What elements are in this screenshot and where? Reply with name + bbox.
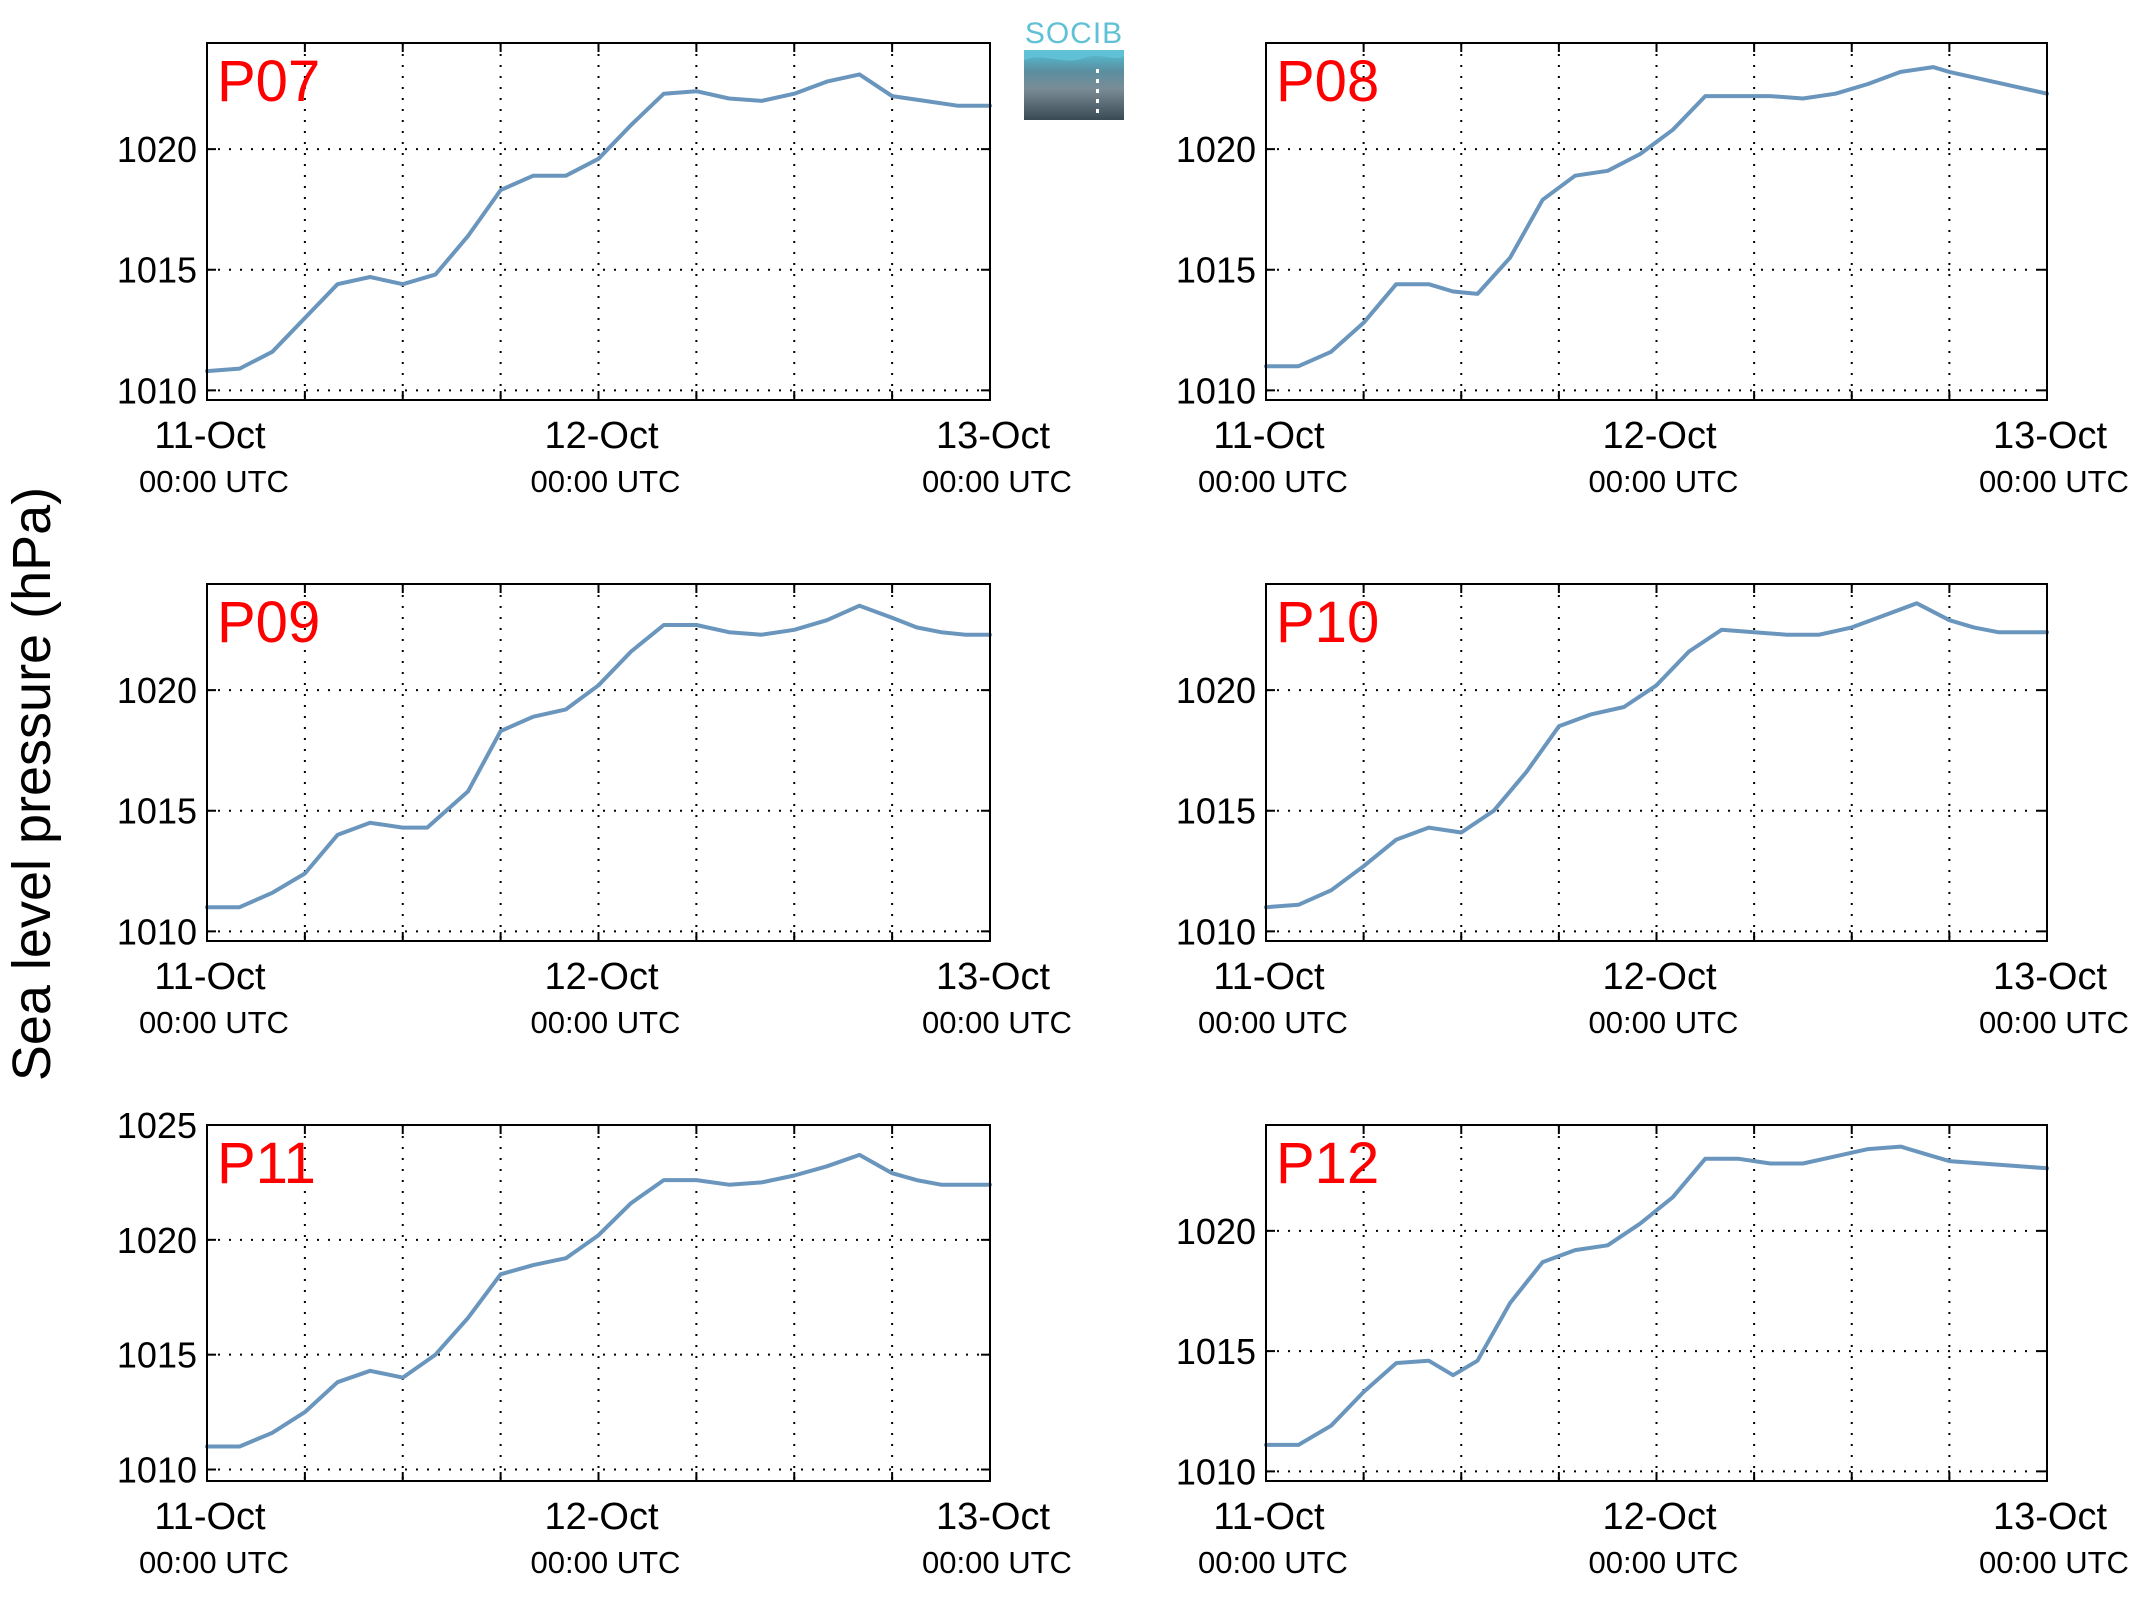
- logo-dot: [1096, 109, 1099, 113]
- panel-title: P10: [1276, 590, 1379, 655]
- logo-dot: [1096, 79, 1099, 83]
- chart-panel-p08: 1010 1015 1020 11-Oct 00:00 UTC 12-Oct 00:00 U…: [1176, 42, 2129, 499]
- y-tick-label: 1020: [1176, 129, 1256, 170]
- x-tick-label-date: 11-Oct: [154, 415, 266, 457]
- x-tick-label-date: 11-Oct: [1213, 956, 1325, 998]
- x-tick-label-date: 13-Oct: [1993, 956, 2107, 998]
- x-tick-label-time: 00:00 UTC: [1198, 1005, 1348, 1040]
- x-tick-label-date: 12-Oct: [1602, 1496, 1716, 1538]
- plot-frame: [206, 583, 991, 942]
- x-tick-label-date: 12-Oct: [544, 415, 658, 457]
- y-tick-label: 1015: [1176, 250, 1256, 291]
- panel-title: P09: [217, 590, 320, 655]
- chart-panel-p09: 1010 1015 1020 11-Oct 00:00 UTC 12-Oct 00:00 U…: [117, 583, 1072, 1040]
- chart-panel-p10: 1010 1015 1020 11-Oct 00:00 UTC 12-Oct 00:00 U…: [1176, 583, 2129, 1040]
- y-tick-label: 1020: [1176, 670, 1256, 711]
- series-line: [1264, 65, 2049, 369]
- x-tick-label-date: 12-Oct: [544, 1496, 658, 1538]
- logo-text: SOCIB: [1024, 17, 1124, 50]
- y-tick-label: 1020: [1176, 1211, 1256, 1252]
- logo-dot: [1096, 69, 1099, 73]
- plot-frame: [1265, 583, 2048, 942]
- y-tick-label: 1015: [117, 250, 197, 291]
- panel-title: P12: [1276, 1131, 1379, 1196]
- x-tick-label-time: 00:00 UTC: [1979, 1005, 2129, 1040]
- x-tick-label-time: 00:00 UTC: [531, 1545, 681, 1580]
- y-tick-label: 1010: [117, 1450, 197, 1491]
- chart-panel-p12: 1010 1015 1020 11-Oct 00:00 UTC 12-Oct 00:00 U…: [1176, 1124, 2129, 1580]
- x-tick-label-time: 00:00 UTC: [922, 1005, 1072, 1040]
- series-line: [1264, 601, 2049, 910]
- series-line: [205, 603, 992, 910]
- y-tick-label: 1015: [1176, 1331, 1256, 1372]
- plot-frame: [1265, 42, 2048, 401]
- x-tick-label-date: 11-Oct: [1213, 415, 1325, 457]
- panel-title: P11: [217, 1131, 316, 1196]
- x-tick-label-date: 13-Oct: [936, 1496, 1050, 1538]
- x-tick-label-time: 00:00 UTC: [531, 464, 681, 499]
- x-tick-label-time: 00:00 UTC: [531, 1005, 681, 1040]
- plot-frame: [206, 42, 991, 401]
- chart-panel-p11: 1010 1015 1020 1025 11-Oct 00:00 UTC 12-Oct 00:…: [117, 1105, 1072, 1580]
- x-tick-label-time: 00:00 UTC: [139, 1005, 289, 1040]
- x-tick-label-date: 13-Oct: [936, 956, 1050, 998]
- x-tick-label-date: 11-Oct: [154, 1496, 266, 1538]
- y-tick-label: 1010: [117, 370, 197, 411]
- x-tick-label-date: 12-Oct: [1602, 956, 1716, 998]
- y-tick-label: 1015: [117, 1335, 197, 1376]
- y-tick-label: 1020: [117, 1220, 197, 1261]
- series-line: [205, 72, 992, 374]
- panel-title: P08: [1276, 49, 1379, 114]
- x-tick-label-date: 13-Oct: [1993, 1496, 2107, 1538]
- y-tick-label: 1010: [1176, 1451, 1256, 1492]
- x-tick-label-date: 13-Oct: [936, 415, 1050, 457]
- y-tick-label: 1025: [117, 1105, 197, 1146]
- y-tick-label: 1020: [117, 670, 197, 711]
- x-tick-label-date: 11-Oct: [154, 956, 266, 998]
- y-axis-label: Sea level pressure (hPa): [2, 486, 62, 1082]
- x-tick-label-date: 12-Oct: [1602, 415, 1716, 457]
- x-tick-label-time: 00:00 UTC: [922, 1545, 1072, 1580]
- y-tick-label: 1015: [1176, 791, 1256, 832]
- logo-dot: [1096, 99, 1099, 103]
- x-tick-label-time: 00:00 UTC: [1979, 1545, 2129, 1580]
- series-line: [205, 1152, 992, 1449]
- y-tick-label: 1010: [1176, 370, 1256, 411]
- x-tick-label-time: 00:00 UTC: [922, 464, 1072, 499]
- y-tick-label: 1020: [117, 129, 197, 170]
- x-tick-label-time: 00:00 UTC: [1589, 1545, 1739, 1580]
- logo-dot: [1096, 89, 1099, 93]
- x-tick-label-date: 12-Oct: [544, 956, 658, 998]
- x-tick-label-time: 00:00 UTC: [1979, 464, 2129, 499]
- x-tick-label-date: 11-Oct: [1213, 1496, 1325, 1538]
- x-tick-label-date: 13-Oct: [1993, 415, 2107, 457]
- logo-wave-icon: [1024, 50, 1124, 61]
- y-tick-label: 1010: [1176, 911, 1256, 952]
- x-tick-label-time: 00:00 UTC: [1198, 464, 1348, 499]
- socib-logo: SOCIB: [1024, 17, 1124, 120]
- logo-graphic: [1024, 50, 1124, 120]
- x-tick-label-time: 00:00 UTC: [139, 1545, 289, 1580]
- chart-panel-p07: 1010 1015 1020 11-Oct 00:00 UTC 12-Oct 00:00 U…: [117, 42, 1072, 499]
- series-line: [1264, 1144, 2049, 1447]
- y-tick-label: 1010: [117, 911, 197, 952]
- x-tick-label-time: 00:00 UTC: [1589, 464, 1739, 499]
- panel-title: P07: [217, 49, 320, 114]
- y-tick-label: 1015: [117, 791, 197, 832]
- x-tick-label-time: 00:00 UTC: [1589, 1005, 1739, 1040]
- x-tick-label-time: 00:00 UTC: [1198, 1545, 1348, 1580]
- x-tick-label-time: 00:00 UTC: [139, 464, 289, 499]
